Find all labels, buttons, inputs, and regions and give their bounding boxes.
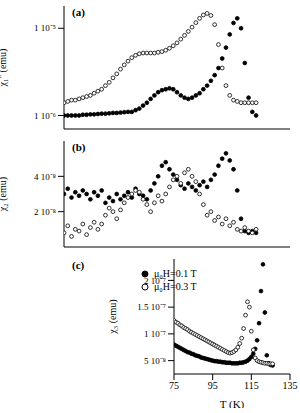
svg-text:T (K): T (K): [220, 398, 245, 408]
svg-text:χ₃ (emu): χ₃ (emu): [107, 299, 119, 334]
svg-text:1.5 10⁻⁷: 1.5 10⁻⁷: [137, 302, 166, 312]
svg-text:75: 75: [169, 380, 179, 391]
svg-text:χ₂ (emu): χ₂ (emu): [8, 177, 9, 212]
html-text:(b): (b): [72, 141, 86, 153]
svg-text:135: 135: [283, 380, 293, 391]
html-text:(c): (c): [72, 259, 85, 271]
svg-text:1 10⁻⁶: 1 10⁻⁶: [34, 111, 56, 121]
svg-text:1 10⁻⁷: 1 10⁻⁷: [144, 329, 166, 339]
svg-text:115: 115: [244, 380, 259, 391]
svg-text:2 10⁻⁸: 2 10⁻⁸: [34, 207, 56, 217]
svg-text:χ₁'' (emu): χ₁'' (emu): [8, 49, 9, 88]
svg-text:95: 95: [208, 380, 218, 391]
svg-text:1 10⁻⁵: 1 10⁻⁵: [34, 23, 56, 33]
html-text:μ₀H=0.3 T: μ₀H=0.3 T: [154, 281, 197, 292]
html-text:(a): (a): [72, 6, 85, 18]
svg-text:4 10⁻⁸: 4 10⁻⁸: [34, 172, 56, 182]
svg-text:5 10⁻⁸: 5 10⁻⁸: [144, 356, 166, 366]
svg-text:2 10⁻⁷: 2 10⁻⁷: [144, 276, 166, 286]
html-text:μ₀H=0.1 T: μ₀H=0.1 T: [154, 268, 197, 279]
